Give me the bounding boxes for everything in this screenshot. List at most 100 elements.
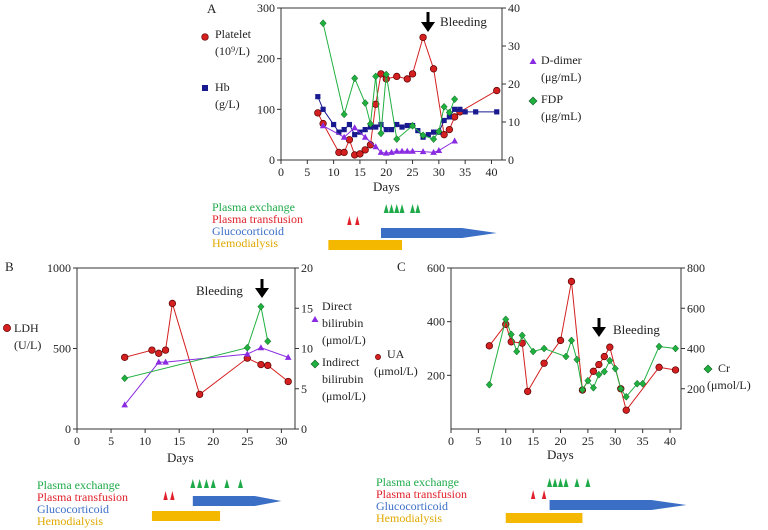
ua-point xyxy=(595,360,603,369)
ldh-point xyxy=(264,361,272,370)
indirect-bilirubin-legend-label-2: bilirubin xyxy=(322,372,363,386)
x-tick-label: 10 xyxy=(139,434,151,448)
d-dimer-point xyxy=(419,148,427,155)
panel-b: B Days LDH (U/L) Direct bilirubin (μmol/… xyxy=(3,259,366,528)
platelet-point xyxy=(429,65,438,73)
platelet-legend-marker xyxy=(201,33,209,41)
panel-a-label: A xyxy=(207,1,217,16)
plasma-exchange-marker xyxy=(415,204,421,213)
cr-point xyxy=(639,379,647,388)
plasma-transfusion-marker xyxy=(541,490,547,499)
y-left-tick-label: 200 xyxy=(427,368,445,382)
panel-c-bleeding-label: Bleeding xyxy=(613,322,660,337)
cr-point xyxy=(622,392,630,401)
fdp-point xyxy=(351,74,359,83)
d-dimer-series-line xyxy=(322,125,455,154)
y-right-tick-label: 15 xyxy=(301,301,313,315)
panel-c-legend-plasma-transfusion: Plasma transfusion xyxy=(376,487,467,501)
indirect-series-line xyxy=(124,304,269,379)
platelet-point xyxy=(403,75,411,83)
fdp-point xyxy=(440,102,448,111)
platelet-point xyxy=(445,125,454,134)
panel-b-legend-plasma-transfusion: Plasma transfusion xyxy=(37,490,128,504)
platelet-point xyxy=(419,33,427,42)
panel-a-marks: 0 5 10 15 20 25 30 35 40 0 100 200 300 0 10 20 30 40 xyxy=(257,1,520,250)
hb-point xyxy=(452,106,458,112)
fdp-point xyxy=(451,95,459,104)
panel-b-legend-hemodialysis: Hemodialysis xyxy=(37,514,103,528)
cr-point xyxy=(562,352,570,361)
x-tick-label: 40 xyxy=(485,165,497,179)
hemodialysis-bar xyxy=(505,513,583,523)
hb-point xyxy=(352,132,358,138)
cr-legend-label: Cr xyxy=(718,361,730,375)
plasma-exchange-marker xyxy=(547,478,553,487)
x-tick-label: 25 xyxy=(407,165,419,179)
cr-point xyxy=(513,347,521,356)
x-tick-label: 25 xyxy=(241,434,253,448)
hb-point xyxy=(399,124,405,130)
cr-point xyxy=(584,376,592,385)
hb-point xyxy=(320,106,326,112)
direct-point xyxy=(284,353,292,360)
direct-series-line xyxy=(124,347,289,406)
panel-c-legend-glucocorticoid: Glucocorticoid xyxy=(376,499,448,513)
cr-point xyxy=(485,380,493,389)
hb-point xyxy=(430,129,437,135)
d-dimer-point xyxy=(393,147,401,154)
hemodialysis-bar xyxy=(151,511,221,521)
cr-point xyxy=(502,315,510,324)
fdp-point xyxy=(377,129,385,138)
ua-point xyxy=(671,366,680,374)
cr-legend-marker xyxy=(703,364,713,374)
direct-point xyxy=(155,358,163,365)
y-right-tick-label: 30 xyxy=(508,39,520,53)
ldh-legend-marker xyxy=(3,324,11,332)
ua-point xyxy=(600,352,608,361)
plasma-exchange-marker xyxy=(394,204,400,213)
x-tick-label: 15 xyxy=(354,165,366,179)
hb-point xyxy=(341,127,347,133)
plasma-transfusion-marker xyxy=(170,491,175,500)
indirect-bilirubin-legend-unit: (μmol/L) xyxy=(322,389,366,403)
x-tick-label: 35 xyxy=(637,434,649,448)
direct-bilirubin-legend-label-2: bilirubin xyxy=(322,316,363,330)
x-tick-label: 0 xyxy=(278,165,284,179)
panel-b-bleeding-label: Bleeding xyxy=(196,283,243,298)
cr-point xyxy=(573,355,581,364)
indirect-point xyxy=(121,374,129,383)
panel-a-legend-plasma-transfusion: Plasma transfusion xyxy=(212,212,303,226)
d-dimer-point xyxy=(430,148,437,155)
panel-c-label: C xyxy=(397,259,406,274)
ldh-point xyxy=(121,353,129,362)
platelet-point xyxy=(393,72,401,81)
cr-point xyxy=(606,356,614,365)
hb-legend-unit: (g/L) xyxy=(215,97,240,111)
hb-point xyxy=(346,121,353,128)
plasma-exchange-marker xyxy=(389,204,394,213)
y-right-tick-label: 0 xyxy=(301,422,307,436)
plasma-exchange-marker xyxy=(563,478,569,487)
x-tick-label: 10 xyxy=(328,165,340,179)
y-left-tick-label: 300 xyxy=(257,1,275,15)
y-right-tick-label: 10 xyxy=(301,342,313,356)
hb-point xyxy=(394,121,400,128)
y-right-tick-label: 0 xyxy=(508,153,514,167)
panel-a-plot-frame xyxy=(280,7,503,161)
direct-bilirubin-legend-unit: (μmol/L) xyxy=(322,333,366,347)
fdp-point xyxy=(366,120,374,128)
plasma-exchange-marker xyxy=(552,478,558,487)
hb-point xyxy=(457,106,463,112)
platelet-point xyxy=(361,146,369,154)
fdp-point xyxy=(382,70,390,79)
platelet-point xyxy=(450,113,459,121)
cr-point xyxy=(540,344,548,353)
panel-b-label: B xyxy=(5,259,14,274)
x-tick-label: 30 xyxy=(433,165,445,179)
ldh-point xyxy=(161,346,170,354)
hb-point xyxy=(315,94,321,100)
plasma-transfusion-marker xyxy=(355,216,360,225)
x-tick-label: 35 xyxy=(459,165,471,179)
hb-point xyxy=(383,127,389,133)
fdp-point xyxy=(361,99,369,107)
